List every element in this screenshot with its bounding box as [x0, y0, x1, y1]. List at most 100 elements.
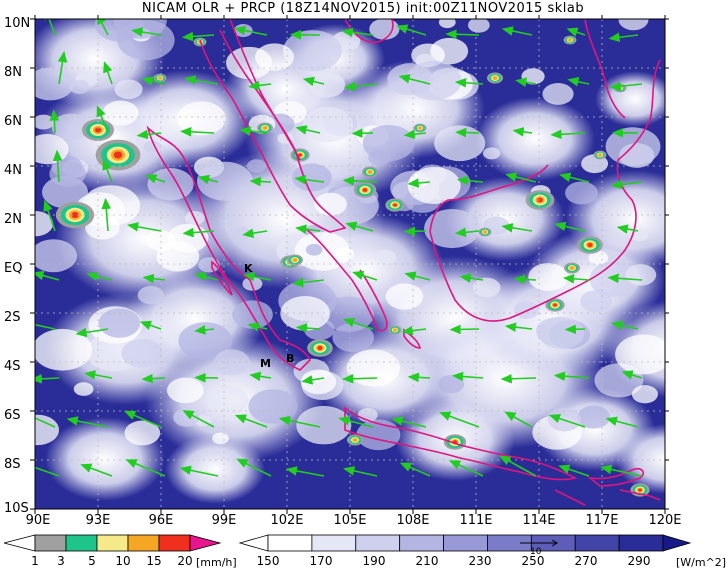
wind-vector — [295, 125, 321, 135]
wind-vector — [194, 325, 215, 335]
wind-vector — [608, 32, 639, 43]
city-marker-m: M — [260, 357, 271, 370]
wind-vector — [456, 175, 484, 186]
precip-blob — [418, 126, 422, 130]
olr-patch — [374, 249, 397, 265]
olr-colorbar-box — [399, 534, 444, 552]
wind-vector — [559, 172, 590, 183]
precip-tick-10: 10 — [115, 554, 131, 568]
precip-blob — [292, 258, 298, 262]
lat-label-8s: 8S — [4, 457, 21, 472]
wind-vector — [564, 324, 586, 335]
olr-tick-150: 150 — [256, 554, 280, 568]
olr-patch — [472, 277, 501, 298]
wind-vector — [66, 416, 109, 428]
coastline — [229, 19, 301, 161]
lat-label-2s: 2S — [4, 310, 21, 325]
precip-blob — [71, 212, 79, 218]
wind-vector — [459, 273, 484, 283]
precip-blob — [483, 230, 487, 234]
wind-vector — [454, 227, 480, 238]
wind-vector — [455, 127, 480, 138]
olr-patch — [35, 210, 54, 237]
olr-unit: [W/m^2] — [676, 556, 726, 569]
olr-patch — [206, 385, 249, 416]
wind-vector — [439, 411, 480, 428]
coastline — [429, 59, 661, 322]
wind-vector — [501, 223, 533, 233]
lon-label-108e: 108E — [396, 513, 430, 528]
olr-patch — [305, 243, 323, 256]
wind-vectors — [35, 19, 643, 477]
precip-colorbar — [3, 534, 222, 552]
wind-vector — [247, 322, 268, 332]
olr-patch — [385, 283, 424, 310]
precip-blob — [113, 151, 123, 159]
precip-tick-1: 1 — [31, 554, 39, 568]
olr-patch — [538, 316, 585, 349]
olr-patch — [242, 276, 263, 291]
precip-blob — [362, 188, 368, 192]
lat-label-2n: 2N — [4, 212, 22, 227]
olr-patch — [615, 334, 665, 375]
precip-blob — [568, 38, 572, 42]
olr-cloud — [595, 71, 665, 127]
olr-patch — [166, 377, 204, 404]
coastline — [584, 19, 626, 119]
olr-tick-170: 170 — [309, 554, 333, 568]
wind-vector — [75, 327, 109, 338]
precip-tick-15: 15 — [146, 554, 162, 568]
wind-vector — [96, 19, 109, 36]
wind-vector — [343, 466, 378, 477]
olr-patch — [438, 19, 456, 29]
wind-vector — [179, 465, 219, 477]
wind-vector — [236, 458, 272, 477]
olr-tick-290: 290 — [627, 554, 651, 568]
precip-colorbar-box — [127, 534, 160, 552]
wind-vector — [504, 322, 533, 332]
precip-unit: [mm/h] — [196, 556, 237, 569]
wind-vector — [43, 199, 56, 232]
wind-vector — [600, 464, 643, 477]
olr-patch — [542, 83, 574, 105]
precip-tick-3: 3 — [57, 554, 65, 568]
olr-patch — [565, 181, 598, 205]
olr-patch — [246, 159, 267, 173]
figure-title: NICAM OLR + PRCP (18Z14NOV2015) init:00Z… — [141, 1, 585, 16]
lon-label-93e: 93E — [85, 513, 111, 528]
olr-patch — [618, 19, 649, 31]
precip-colorbar-box — [34, 534, 67, 552]
wind-vector — [567, 77, 590, 87]
wind-vector — [194, 271, 219, 282]
wind-vector — [294, 174, 325, 185]
coastline — [146, 125, 311, 371]
precip-tick-20: 20 — [177, 554, 193, 568]
wind-vector — [342, 176, 378, 186]
wind-vector — [44, 19, 56, 36]
wind-vector — [57, 50, 68, 85]
wind-vector — [248, 80, 272, 91]
wind-vector — [102, 158, 113, 183]
wind-vector — [139, 320, 162, 330]
olr-tick-270: 270 — [574, 554, 598, 568]
olr-patch — [407, 166, 461, 205]
coastline — [554, 489, 586, 506]
olr-patch — [98, 308, 141, 338]
precip-blob — [598, 153, 602, 157]
wind-vector — [301, 375, 325, 385]
wind-vector — [35, 323, 56, 330]
olr-patch — [294, 231, 351, 271]
wind-vector — [124, 410, 162, 428]
olr-patch — [137, 285, 164, 305]
lon-label-102e: 102E — [270, 513, 304, 528]
olr-patch — [307, 71, 346, 98]
olr-patch — [69, 79, 90, 94]
wind-vector — [553, 371, 590, 381]
wind-vector — [621, 370, 643, 380]
precip-blob — [393, 203, 397, 207]
wind-vector — [554, 221, 586, 232]
wind-vector — [451, 371, 484, 382]
wind-vector — [145, 174, 166, 184]
city-marker-k: K — [244, 262, 253, 275]
